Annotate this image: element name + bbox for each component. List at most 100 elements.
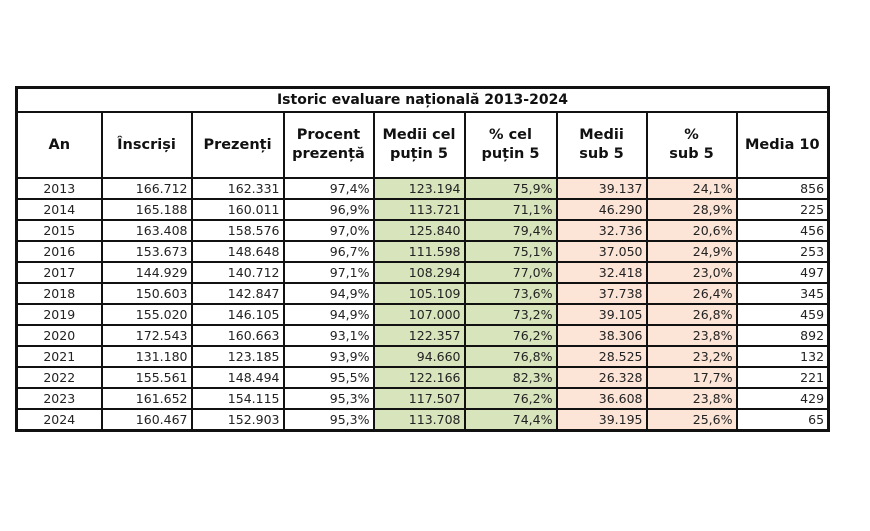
cell-prezenti: 158.576 bbox=[190, 219, 285, 242]
cell-pct-cel-putin-5: 71,1% bbox=[463, 198, 558, 221]
cell-pct-sub-5: 23,2% bbox=[645, 345, 738, 368]
cell-inscrisi: 172.543 bbox=[100, 324, 193, 347]
header-line-2: puțin 5 bbox=[389, 146, 449, 162]
cell-pct-sub-5: 20,6% bbox=[645, 219, 738, 242]
cell-pct-sub-5: 25,6% bbox=[645, 408, 738, 432]
table-row: 2013 166.712 162.331 97,4% 123.194 75,9% 39.13… bbox=[15, 177, 830, 200]
cell-inscrisi: 165.188 bbox=[100, 198, 193, 221]
cell-procent-prezenta: 94,9% bbox=[282, 282, 375, 305]
cell-pct-sub-5: 26,4% bbox=[645, 282, 738, 305]
cell-year: 2015 bbox=[15, 219, 103, 242]
cell-media-10: 225 bbox=[735, 198, 830, 221]
cell-procent-prezenta: 97,0% bbox=[282, 219, 375, 242]
header-row: An Înscriși Prezenți Procent prezență Medii c… bbox=[15, 111, 830, 179]
cell-pct-sub-5: 28,9% bbox=[645, 198, 738, 221]
cell-media-10: 132 bbox=[735, 345, 830, 368]
cell-year: 2019 bbox=[15, 303, 103, 326]
cell-pct-sub-5: 23,0% bbox=[645, 261, 738, 284]
header-line-1: Medii cel bbox=[382, 127, 456, 143]
cell-inscrisi: 163.408 bbox=[100, 219, 193, 242]
header-line-1: Procent bbox=[296, 127, 361, 143]
cell-pct-sub-5: 23,8% bbox=[645, 387, 738, 410]
cell-media-10: 856 bbox=[735, 177, 830, 200]
cell-medii-sub-5: 37.738 bbox=[555, 282, 648, 305]
cell-prezenti: 160.011 bbox=[190, 198, 285, 221]
header-line-1: Prezenți bbox=[203, 136, 272, 153]
header-pct-sub-5: % sub 5 bbox=[645, 111, 738, 179]
cell-medii-cel-putin-5: 117.507 bbox=[372, 387, 466, 410]
cell-procent-prezenta: 97,1% bbox=[282, 261, 375, 284]
cell-medii-cel-putin-5: 105.109 bbox=[372, 282, 466, 305]
cell-year: 2024 bbox=[15, 408, 103, 432]
cell-media-10: 221 bbox=[735, 366, 830, 389]
cell-inscrisi: 160.467 bbox=[100, 408, 193, 432]
cell-procent-prezenta: 95,3% bbox=[282, 408, 375, 432]
table-row: 2014 165.188 160.011 96,9% 113.721 71,1% 46.29… bbox=[15, 198, 830, 221]
header-line-2: puțin 5 bbox=[481, 146, 540, 162]
cell-pct-cel-putin-5: 76,2% bbox=[463, 387, 558, 410]
cell-prezenti: 162.331 bbox=[190, 177, 285, 200]
cell-inscrisi: 155.020 bbox=[100, 303, 193, 326]
cell-medii-cel-putin-5: 122.357 bbox=[372, 324, 466, 347]
cell-medii-cel-putin-5: 107.000 bbox=[372, 303, 466, 326]
cell-pct-cel-putin-5: 79,4% bbox=[463, 219, 558, 242]
cell-inscrisi: 150.603 bbox=[100, 282, 193, 305]
cell-inscrisi: 144.929 bbox=[100, 261, 193, 284]
cell-medii-cel-putin-5: 108.294 bbox=[372, 261, 466, 284]
cell-medii-sub-5: 28.525 bbox=[555, 345, 648, 368]
cell-media-10: 429 bbox=[735, 387, 830, 410]
cell-medii-cel-putin-5: 113.721 bbox=[372, 198, 466, 221]
cell-medii-cel-putin-5: 113.708 bbox=[372, 408, 466, 432]
cell-media-10: 497 bbox=[735, 261, 830, 284]
cell-pct-cel-putin-5: 73,2% bbox=[463, 303, 558, 326]
cell-prezenti: 148.494 bbox=[190, 366, 285, 389]
header-procent-prezenta: Procent prezență bbox=[282, 111, 375, 179]
table-row: 2019 155.020 146.105 94,9% 107.000 73,2% 39.10… bbox=[15, 303, 830, 326]
cell-procent-prezenta: 94,9% bbox=[282, 303, 375, 326]
cell-year: 2021 bbox=[15, 345, 103, 368]
cell-pct-cel-putin-5: 76,8% bbox=[463, 345, 558, 368]
cell-medii-sub-5: 32.418 bbox=[555, 261, 648, 284]
header-line-1: An bbox=[48, 136, 71, 153]
cell-prezenti: 152.903 bbox=[190, 408, 285, 432]
cell-medii-cel-putin-5: 122.166 bbox=[372, 366, 466, 389]
cell-prezenti: 140.712 bbox=[190, 261, 285, 284]
table-row: 2017 144.929 140.712 97,1% 108.294 77,0% 32.41… bbox=[15, 261, 830, 284]
cell-pct-sub-5: 26,8% bbox=[645, 303, 738, 326]
cell-procent-prezenta: 96,9% bbox=[282, 198, 375, 221]
header-line-2: prezență bbox=[292, 146, 365, 162]
header-medii-cel-putin-5: Medii cel puțin 5 bbox=[372, 111, 466, 179]
exam-history-table: Istoric evaluare națională 2013-2024 An Î… bbox=[15, 86, 831, 432]
cell-year: 2022 bbox=[15, 366, 103, 389]
table-row: 2020 172.543 160.663 93,1% 122.357 76,2% 38.30… bbox=[15, 324, 830, 347]
cell-pct-cel-putin-5: 75,1% bbox=[463, 240, 558, 263]
cell-medii-sub-5: 36.608 bbox=[555, 387, 648, 410]
header-line-2: sub 5 bbox=[579, 146, 624, 162]
cell-year: 2016 bbox=[15, 240, 103, 263]
cell-pct-cel-putin-5: 76,2% bbox=[463, 324, 558, 347]
cell-inscrisi: 155.561 bbox=[100, 366, 193, 389]
cell-inscrisi: 153.673 bbox=[100, 240, 193, 263]
cell-pct-sub-5: 17,7% bbox=[645, 366, 738, 389]
cell-procent-prezenta: 96,7% bbox=[282, 240, 375, 263]
table-row: 2022 155.561 148.494 95,5% 122.166 82,3% 26.32… bbox=[15, 366, 830, 389]
header-pct-cel-putin-5: % cel puțin 5 bbox=[463, 111, 558, 179]
table-row: 2015 163.408 158.576 97,0% 125.840 79,4% 32.73… bbox=[15, 219, 830, 242]
cell-year: 2023 bbox=[15, 387, 103, 410]
header-line-1: Înscriși bbox=[117, 136, 176, 153]
cell-prezenti: 146.105 bbox=[190, 303, 285, 326]
cell-pct-sub-5: 24,1% bbox=[645, 177, 738, 200]
cell-year: 2017 bbox=[15, 261, 103, 284]
cell-medii-cel-putin-5: 125.840 bbox=[372, 219, 466, 242]
cell-media-10: 456 bbox=[735, 219, 830, 242]
cell-pct-cel-putin-5: 77,0% bbox=[463, 261, 558, 284]
cell-media-10: 459 bbox=[735, 303, 830, 326]
table-row: 2016 153.673 148.648 96,7% 111.598 75,1% 37.05… bbox=[15, 240, 830, 263]
cell-medii-sub-5: 39.105 bbox=[555, 303, 648, 326]
table-row: 2018 150.603 142.847 94,9% 105.109 73,6% 37.73… bbox=[15, 282, 830, 305]
cell-medii-cel-putin-5: 111.598 bbox=[372, 240, 466, 263]
header-line-2: sub 5 bbox=[669, 146, 714, 162]
cell-medii-sub-5: 26.328 bbox=[555, 366, 648, 389]
cell-inscrisi: 131.180 bbox=[100, 345, 193, 368]
cell-procent-prezenta: 95,3% bbox=[282, 387, 375, 410]
